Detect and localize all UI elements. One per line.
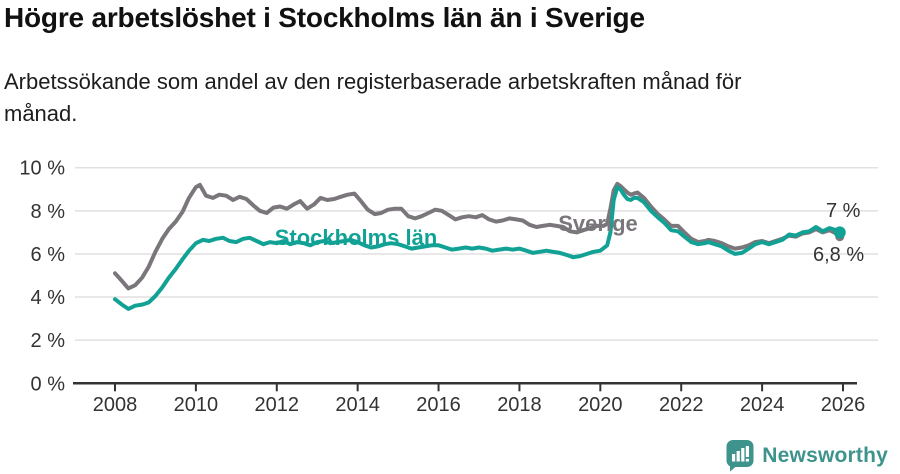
brand-name: Newsworthy — [762, 443, 888, 467]
series-line-stockholms-lan — [113, 185, 842, 311]
x-axis-label: 2018 — [497, 394, 542, 416]
y-axis-label: 8 % — [31, 201, 66, 223]
series-label-stockholms-lan: Stockholms län — [275, 225, 438, 250]
series-label-sverige: Sverige — [558, 211, 638, 236]
x-axis-label: 2008 — [93, 394, 138, 416]
chart-subtitle-line2: månad. — [4, 100, 78, 126]
x-axis-label: 2016 — [416, 394, 461, 416]
y-axis-label: 2 % — [31, 330, 66, 352]
chart-subtitle-line1: Arbetssökande som andel av den registerb… — [4, 69, 742, 94]
x-axis-label: 2020 — [578, 394, 623, 416]
end-dot-stockholms-lan — [833, 226, 846, 239]
chart-subtitle: Arbetssökande som andel av den registerb… — [4, 66, 741, 130]
x-axis-label: 2026 — [821, 394, 866, 416]
x-axis-label: 2014 — [335, 394, 380, 416]
newsworthy-logo-icon — [726, 440, 754, 472]
end-value-label: 6,8 % — [813, 244, 864, 266]
end-value-label: 7 % — [826, 200, 861, 222]
y-axis-label: 10 % — [19, 158, 65, 180]
x-axis-label: 2012 — [255, 394, 300, 416]
x-axis-label: 2024 — [740, 394, 785, 416]
y-axis-label: 4 % — [31, 287, 66, 309]
series-line-sverige — [113, 181, 842, 291]
chart-title: Högre arbetslöshet i Stockholms län än i… — [4, 2, 645, 33]
newsworthy-brand[interactable]: Newsworthy — [726, 439, 888, 472]
y-axis-label: 0 % — [31, 373, 66, 395]
x-axis-label: 2010 — [174, 394, 219, 416]
y-axis-label: 6 % — [31, 244, 66, 266]
x-axis-label: 2022 — [659, 394, 704, 416]
